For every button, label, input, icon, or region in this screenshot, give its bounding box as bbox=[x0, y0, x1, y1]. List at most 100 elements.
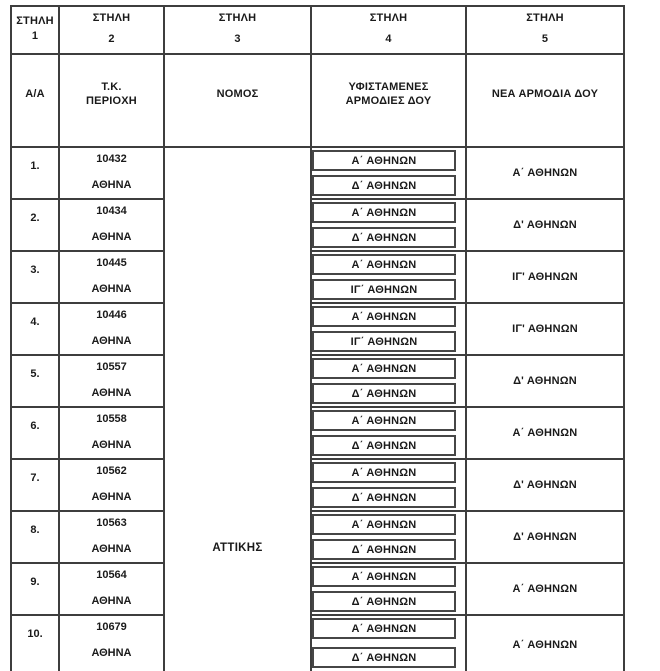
serial-number: 5. bbox=[30, 368, 40, 380]
existing-doy-box-2: Δ΄ ΑΘΗΝΩΝ bbox=[312, 539, 456, 560]
new-doy: Δ' ΑΘΗΝΩΝ bbox=[513, 479, 577, 491]
postal-code: 10562 bbox=[96, 465, 127, 477]
postal-area-cell: 10563 ΑΘΗΝΑ bbox=[58, 510, 165, 564]
existing-doy-cell-2: ΙΓ΄ ΑΘΗΝΩΝ bbox=[310, 329, 467, 356]
serial-number: 8. bbox=[30, 524, 40, 536]
table-subrow: Δ΄ ΑΘΗΝΩΝ bbox=[11, 485, 624, 512]
existing-doy-cell-1: Α΄ ΑΘΗΝΩΝ bbox=[310, 615, 467, 645]
column-title-tk-periochi: Τ.Κ. ΠΕΡΙΟΧΗ bbox=[58, 53, 165, 148]
existing-doy-2: Δ΄ ΑΘΗΝΩΝ bbox=[351, 543, 417, 556]
existing-doy-2: ΙΓ΄ ΑΘΗΝΩΝ bbox=[350, 283, 418, 296]
area-name: ΑΘΗΝΑ bbox=[91, 179, 132, 191]
nomos-value: ΑΤΤΙΚΗΣ bbox=[212, 542, 263, 554]
area-name: ΑΘΗΝΑ bbox=[91, 647, 132, 659]
column-header-number: 5 bbox=[541, 32, 549, 45]
postal-area-cell: 10434 ΑΘΗΝΑ bbox=[58, 198, 165, 252]
postal-code: 10564 bbox=[96, 569, 127, 581]
new-doy-cell: Α΄ ΑΘΗΝΩΝ bbox=[465, 562, 625, 616]
postal-area-cell: 10562 ΑΘΗΝΑ bbox=[58, 458, 165, 512]
column-title-aa: Α/Α bbox=[10, 53, 60, 148]
table-row: 4. 10446 ΑΘΗΝΑ Α΄ ΑΘΗΝΩΝ ΙΓ' ΑΘΗΝΩΝ bbox=[10, 302, 625, 356]
postal-code: 10434 bbox=[96, 205, 127, 217]
existing-doy-1: Α΄ ΑΘΗΝΩΝ bbox=[351, 258, 417, 271]
existing-doy-2: Δ΄ ΑΘΗΝΩΝ bbox=[351, 491, 417, 504]
table-row: 8. 10563 ΑΘΗΝΑ Α΄ ΑΘΗΝΩΝ Δ' ΑΘΗΝΩΝ bbox=[10, 510, 625, 564]
postal-code: 10558 bbox=[96, 413, 127, 425]
serial-number: 6. bbox=[30, 420, 40, 432]
column-header-label: ΣΤΗΛΗ bbox=[369, 11, 408, 24]
area-name: ΑΘΗΝΑ bbox=[91, 283, 132, 295]
new-doy-cell: ΙΓ' ΑΘΗΝΩΝ bbox=[465, 302, 625, 356]
existing-doy-1: Α΄ ΑΘΗΝΩΝ bbox=[351, 622, 417, 635]
existing-doy-box-2: Δ΄ ΑΘΗΝΩΝ bbox=[312, 383, 456, 404]
existing-doy-2: Δ΄ ΑΘΗΝΩΝ bbox=[351, 595, 417, 608]
postal-area-cell: 10445 ΑΘΗΝΑ bbox=[58, 250, 165, 304]
new-doy: Α΄ ΑΘΗΝΩΝ bbox=[512, 427, 578, 439]
column-header-label: ΣΤΗΛΗ bbox=[16, 14, 54, 27]
existing-doy-box-1: Α΄ ΑΘΗΝΩΝ bbox=[312, 150, 456, 171]
existing-doy-cell-1: Α΄ ΑΘΗΝΩΝ bbox=[310, 407, 467, 433]
existing-doy-cell-2: ΙΓ΄ ΑΘΗΝΩΝ bbox=[310, 277, 467, 304]
serial-number: 7. bbox=[30, 472, 40, 484]
existing-doy-2: Δ΄ ΑΘΗΝΩΝ bbox=[351, 231, 417, 244]
area-name: ΑΘΗΝΑ bbox=[91, 231, 132, 243]
table-subrow: Δ΄ ΑΘΗΝΩΝ bbox=[11, 589, 624, 616]
column-header-number: 4 bbox=[385, 32, 392, 45]
existing-doy-box-2: Δ΄ ΑΘΗΝΩΝ bbox=[312, 591, 456, 612]
postal-code: 10563 bbox=[96, 517, 127, 529]
existing-doy-box-1: Α΄ ΑΘΗΝΩΝ bbox=[312, 358, 456, 379]
existing-doy-1: Α΄ ΑΘΗΝΩΝ bbox=[351, 518, 417, 531]
column-header-number: 1 bbox=[31, 29, 39, 42]
table-row: 10. 10679 ΑΘΗΝΑ Α΄ ΑΘΗΝΩΝ Α΄ ΑΘΗΝΩΝ bbox=[10, 614, 625, 671]
existing-doy-1: Α΄ ΑΘΗΝΩΝ bbox=[351, 570, 417, 583]
serial-number-cell: 6. bbox=[10, 406, 60, 460]
serial-number: 2. bbox=[30, 212, 40, 224]
serial-number-cell: 10. bbox=[10, 614, 60, 671]
existing-doy-1: Α΄ ΑΘΗΝΩΝ bbox=[351, 206, 417, 219]
table-subrow: ΙΓ΄ ΑΘΗΝΩΝ bbox=[11, 329, 624, 356]
existing-doy-box-1: Α΄ ΑΘΗΝΩΝ bbox=[312, 566, 456, 587]
column-header-number: 2 bbox=[108, 32, 115, 45]
existing-doy-cell-1: Α΄ ΑΘΗΝΩΝ bbox=[310, 251, 467, 277]
postal-area-cell: 10558 ΑΘΗΝΑ bbox=[58, 406, 165, 460]
new-doy-cell: Δ' ΑΘΗΝΩΝ bbox=[465, 198, 625, 252]
column-header-2: ΣΤΗΛΗ 2 bbox=[58, 5, 165, 55]
serial-number: 10. bbox=[27, 628, 43, 640]
new-doy: ΙΓ' ΑΘΗΝΩΝ bbox=[512, 323, 578, 335]
existing-doy-box-2: Δ΄ ΑΘΗΝΩΝ bbox=[312, 487, 456, 508]
new-doy-cell: Α΄ ΑΘΗΝΩΝ bbox=[465, 406, 625, 460]
column-header-label: ΣΤΗΛΗ bbox=[526, 11, 564, 24]
postal-area-cell: 10679 ΑΘΗΝΑ bbox=[58, 614, 165, 671]
table-subrow: Δ΄ ΑΘΗΝΩΝ bbox=[11, 433, 624, 460]
new-doy-cell: Δ' ΑΘΗΝΩΝ bbox=[465, 510, 625, 564]
existing-doy-cell-2: Δ΄ ΑΘΗΝΩΝ bbox=[310, 173, 467, 200]
new-doy: Α΄ ΑΘΗΝΩΝ bbox=[512, 639, 578, 651]
column-title-nomos: ΝΟΜΟΣ bbox=[163, 53, 312, 148]
table-row: 6. 10558 ΑΘΗΝΑ Α΄ ΑΘΗΝΩΝ Α΄ ΑΘΗΝΩΝ bbox=[10, 406, 625, 460]
postal-area-cell: 10432 ΑΘΗΝΑ bbox=[58, 146, 165, 200]
new-doy-cell: Δ' ΑΘΗΝΩΝ bbox=[465, 354, 625, 408]
table-row: 1. 10432 ΑΘΗΝΑ ΑΤΤΙΚΗΣ Α΄ ΑΘΗΝΩΝ Α΄ ΑΘΗΝ… bbox=[10, 146, 625, 671]
new-doy-cell: Α΄ ΑΘΗΝΩΝ bbox=[465, 146, 625, 200]
postal-code: 10445 bbox=[96, 257, 127, 269]
serial-number: 3. bbox=[30, 264, 40, 276]
table-row: 9. 10564 ΑΘΗΝΑ Α΄ ΑΘΗΝΩΝ Α΄ ΑΘΗΝΩΝ bbox=[10, 562, 625, 616]
table-row: 2. 10434 ΑΘΗΝΑ Α΄ ΑΘΗΝΩΝ Δ' ΑΘΗΝΩΝ bbox=[10, 198, 625, 252]
existing-doy-cell-1: Α΄ ΑΘΗΝΩΝ bbox=[310, 303, 467, 329]
table-row: 7. 10562 ΑΘΗΝΑ Α΄ ΑΘΗΝΩΝ Δ' ΑΘΗΝΩΝ bbox=[10, 458, 625, 512]
column-header-1: ΣΤΗΛΗ 1 bbox=[10, 5, 60, 55]
table-subrow: Δ΄ ΑΘΗΝΩΝ bbox=[11, 381, 624, 408]
existing-doy-box-1: Α΄ ΑΘΗΝΩΝ bbox=[312, 306, 456, 327]
postal-area-cell: 10446 ΑΘΗΝΑ bbox=[58, 302, 165, 356]
existing-doy-cell-2: Δ΄ ΑΘΗΝΩΝ bbox=[310, 589, 467, 616]
serial-number-cell: 4. bbox=[10, 302, 60, 356]
column-header-label: ΣΤΗΛΗ bbox=[218, 11, 257, 24]
area-name: ΑΘΗΝΑ bbox=[91, 491, 132, 503]
existing-doy-box-2: Δ΄ ΑΘΗΝΩΝ bbox=[312, 435, 456, 456]
serial-number-cell: 9. bbox=[10, 562, 60, 616]
serial-number-cell: 5. bbox=[10, 354, 60, 408]
postal-code: 10557 bbox=[96, 361, 127, 373]
serial-number-cell: 2. bbox=[10, 198, 60, 252]
table-subrow: Δ΄ ΑΘΗΝΩΝ bbox=[11, 537, 624, 564]
